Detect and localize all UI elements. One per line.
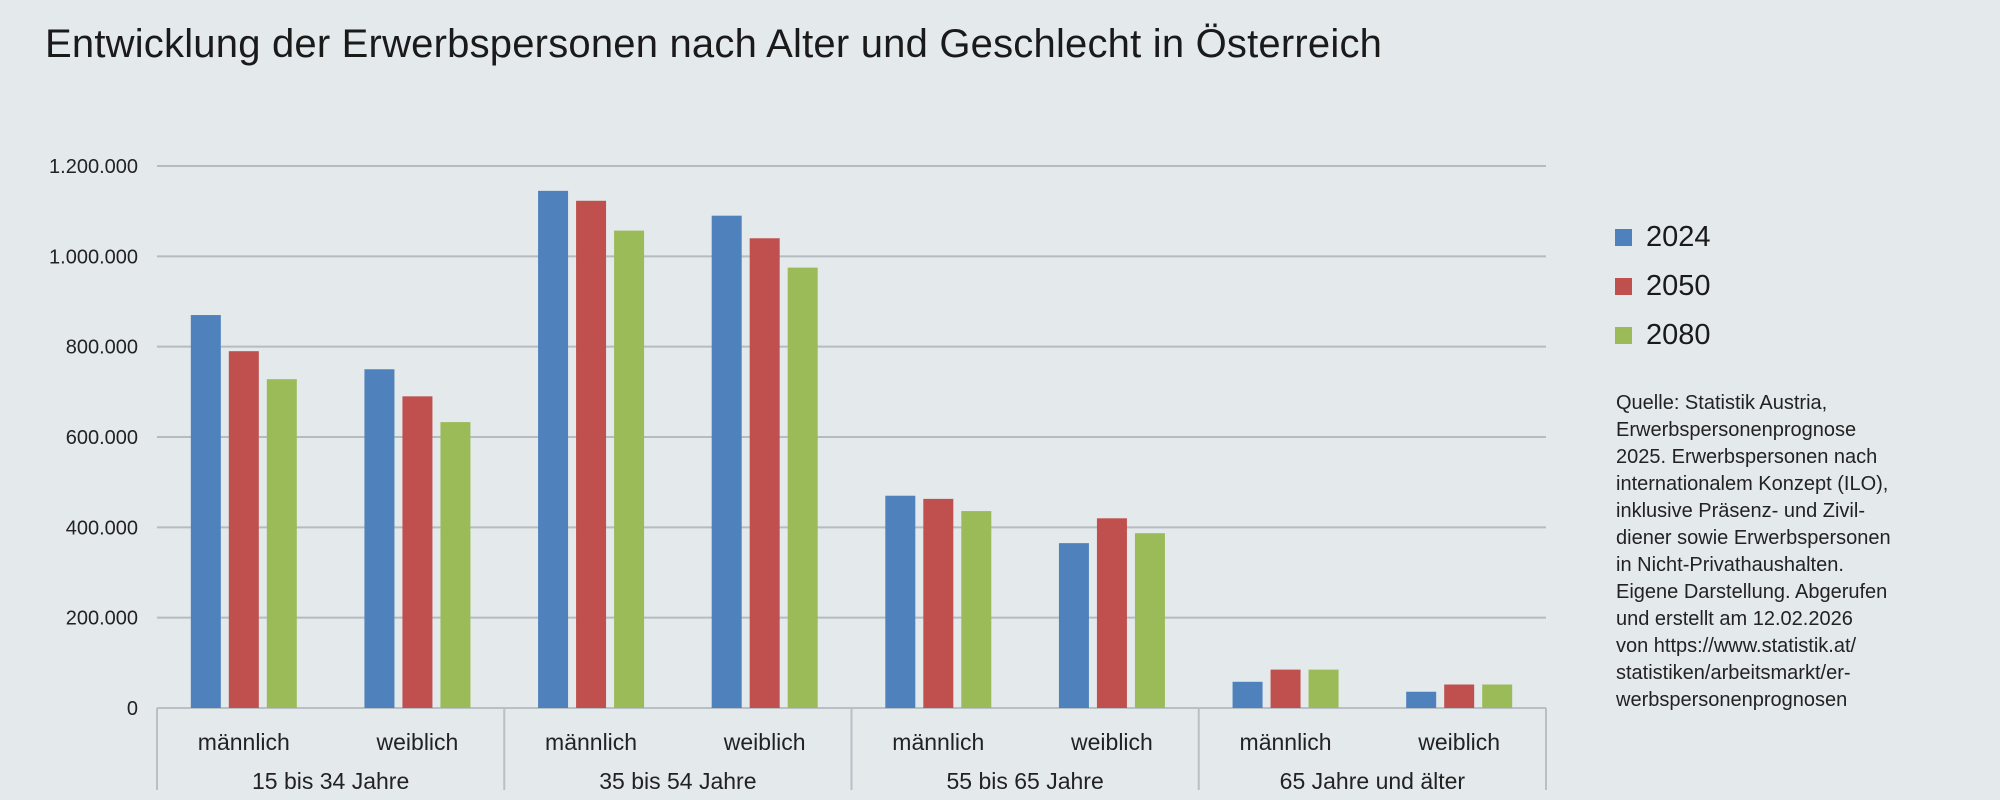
group-label: 65 Jahre und älter: [1280, 768, 1466, 794]
bar-2080: [1308, 669, 1339, 708]
legend-item-2024: 2024: [1615, 213, 1711, 262]
y-tick-label: 200.000: [66, 608, 138, 630]
x-axis: männlich weiblich männlich weiblich männlich…: [156, 708, 1547, 794]
y-tick-label: 600.000: [66, 427, 138, 449]
legend-item-2050: 2050: [1615, 262, 1711, 311]
bar-2050: [1444, 684, 1475, 708]
bar-2080: [266, 379, 297, 708]
x-tick-label: weiblich: [1417, 729, 1500, 755]
bar-2050: [228, 351, 259, 708]
bar-2080: [614, 230, 645, 709]
legend-swatch-2080: [1615, 327, 1632, 344]
bar-2050: [1096, 518, 1127, 708]
bar-2024: [1406, 691, 1437, 708]
bar-2024: [711, 215, 742, 708]
bar-2080: [961, 511, 992, 708]
x-tick-label: weiblich: [1070, 729, 1153, 755]
y-tick-label: 400.000: [66, 517, 138, 539]
chart-title: Entwicklung der Erwerbspersonen nach Alt…: [45, 22, 1383, 66]
x-tick-label: männlich: [892, 729, 984, 755]
x-tick-label: männlich: [545, 729, 637, 755]
bar-2050: [402, 396, 433, 708]
legend-label-2080: 2080: [1646, 319, 1711, 351]
bar-2080: [1482, 684, 1513, 708]
y-tick-label: 800.000: [66, 337, 138, 359]
legend: 2024 2050 2080: [1615, 213, 1711, 360]
bar-2024: [1058, 543, 1089, 708]
x-tick-label: weiblich: [376, 729, 459, 755]
group-label: 35 bis 54 Jahre: [599, 768, 756, 794]
group-label: 15 bis 34 Jahre: [252, 768, 409, 794]
bar-2024: [885, 495, 916, 708]
bar-2024: [190, 315, 221, 708]
y-axis: 0 200.000 400.000 600.000 800.000 1.000.000 1.…: [49, 156, 138, 720]
legend-swatch-2050: [1615, 278, 1632, 295]
x-tick-label: weiblich: [723, 729, 806, 755]
bar-2024: [364, 369, 395, 708]
x-tick-label: männlich: [198, 729, 290, 755]
bar-2050: [576, 200, 607, 709]
bars: [190, 190, 1513, 709]
bar-2080: [440, 422, 471, 708]
y-tick-label: 1.200.000: [49, 156, 138, 178]
y-tick-label: 0: [127, 698, 138, 720]
bar-2024: [1232, 681, 1263, 708]
bar-2024: [538, 190, 569, 708]
x-tick-label: männlich: [1240, 729, 1332, 755]
y-tick-label: 1.000.000: [49, 246, 138, 268]
legend-swatch-2024: [1615, 229, 1632, 246]
legend-item-2080: 2080: [1615, 311, 1711, 360]
legend-label-2050: 2050: [1646, 270, 1711, 302]
bar-chart: 0 200.000 400.000 600.000 800.000 1.000.000 1.…: [49, 156, 1547, 794]
bar-2050: [749, 238, 780, 708]
bar-2050: [923, 498, 954, 708]
bar-2080: [1134, 533, 1165, 708]
bar-2050: [1270, 669, 1301, 708]
legend-label-2024: 2024: [1646, 221, 1711, 253]
group-label: 55 bis 65 Jahre: [946, 768, 1103, 794]
bar-2080: [787, 267, 818, 708]
source-note: Quelle: Statistik Austria, Erwerbsperson…: [1616, 392, 1891, 711]
